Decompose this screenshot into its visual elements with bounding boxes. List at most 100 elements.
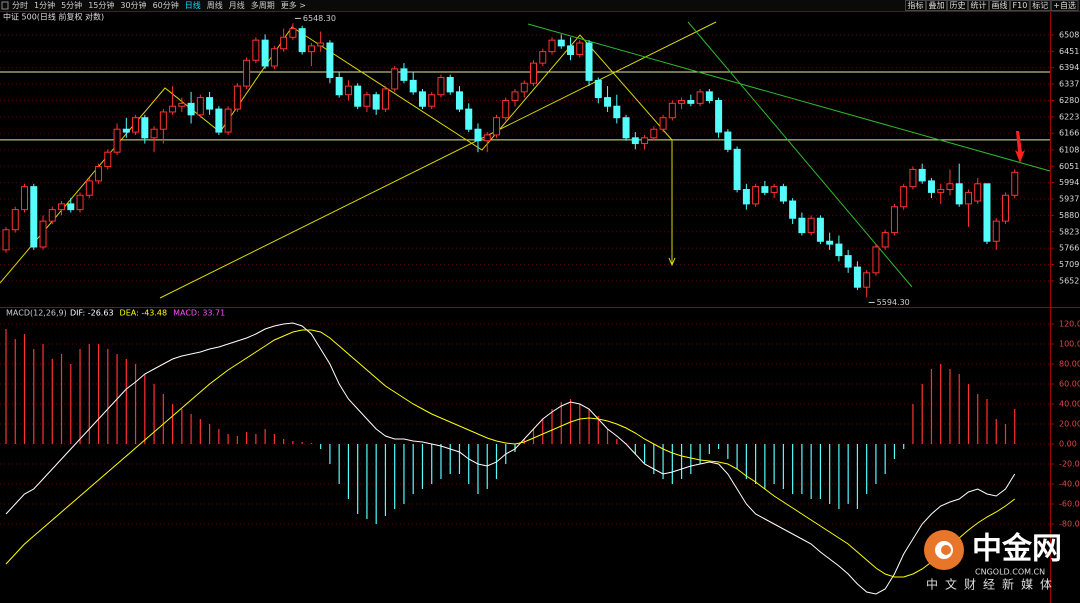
timeframe-tab[interactable]: 60分钟 [153, 0, 179, 10]
candle-body [530, 62, 538, 84]
candle-body [742, 189, 750, 205]
green-trend [527, 23, 1051, 172]
toolbar-button-frame [1010, 0, 1030, 11]
candle-body [363, 94, 371, 107]
candle-body [594, 79, 602, 99]
toolbar-button[interactable]: 指标 [908, 0, 924, 10]
candle-body [687, 99, 695, 104]
timeframe-tab[interactable]: 分时 [12, 0, 28, 10]
candle-body [604, 97, 612, 107]
candle-body [21, 186, 29, 211]
toolbar-button[interactable]: 叠加 [929, 0, 945, 10]
candle-body [955, 183, 963, 205]
timeframe-tab[interactable]: 周线 [207, 0, 223, 10]
candle-body [150, 128, 158, 139]
candle-body [613, 105, 621, 119]
candle-body [567, 45, 575, 56]
toolbar-button[interactable]: 统计 [971, 0, 987, 10]
y-tick-label: 6508 [1059, 30, 1079, 39]
y-tick-label: 6108 [1059, 145, 1079, 154]
y-tick-label: 6337 [1059, 80, 1079, 89]
candle-body [58, 203, 66, 211]
candle-body [95, 166, 103, 182]
candle-body [30, 186, 38, 248]
timeframe-tab[interactable]: 5分钟 [61, 0, 82, 10]
candle-body [890, 206, 898, 234]
y-tick-label: -20.00 [1059, 460, 1080, 469]
y-tick-label: 5937 [1059, 195, 1079, 204]
candle-body [789, 200, 797, 219]
candle-body [261, 39, 269, 67]
timeframe-tab[interactable]: 30分钟 [120, 0, 146, 10]
candle-body [2, 229, 10, 251]
candle-body [807, 217, 815, 234]
timeframe-tab[interactable]: 月线 [229, 0, 245, 10]
candle-body [631, 137, 639, 145]
candle-body [1011, 171, 1019, 196]
candle-body [206, 97, 214, 110]
timeframe-tab[interactable]: 15分钟 [88, 0, 114, 10]
candle-body [270, 48, 278, 67]
candle-body [770, 186, 778, 193]
candle-body [307, 45, 315, 53]
macd-line [5, 329, 1016, 578]
y-tick-label: 0.00 [1059, 440, 1077, 449]
candle-body [705, 91, 713, 101]
logo-mark-core [941, 545, 951, 555]
toolbar-button[interactable]: 画线 [992, 0, 1008, 10]
candle-body [400, 68, 408, 81]
candle-body [178, 102, 186, 107]
candle-body [409, 79, 417, 93]
candle-body [909, 168, 917, 188]
candle-body [983, 183, 991, 242]
candle-body [585, 42, 593, 81]
toolbar-button-frame [989, 0, 1011, 11]
y-tick-label: 80.00 [1059, 360, 1080, 369]
candle-body [539, 51, 547, 64]
y-tick-label: -60.00 [1059, 500, 1080, 509]
candle-body [918, 168, 926, 182]
y-tick-label: 20.00 [1059, 420, 1080, 429]
candle-body [344, 85, 352, 96]
candle-body [233, 85, 241, 110]
timeframe-tab[interactable]: 1分钟 [34, 0, 55, 10]
candle-body [141, 117, 149, 139]
toolbar-button[interactable]: F10 [1013, 1, 1028, 10]
y-tick-label: -80.00 [1059, 520, 1080, 529]
y-tick-label: 5709 [1059, 260, 1079, 269]
candle-body [104, 151, 112, 168]
candle-body [964, 191, 972, 205]
zigzag-line [0, 26, 673, 284]
y-tick-label: 6166 [1059, 129, 1079, 138]
candle-body [733, 148, 741, 191]
candle-body [696, 91, 704, 104]
y-tick-label: 5823 [1059, 227, 1079, 236]
candle-body [122, 128, 130, 133]
candle-body [381, 88, 389, 110]
timeframe-tab[interactable]: 日线 [185, 0, 201, 10]
candle-body [298, 28, 306, 53]
candle-body [215, 108, 223, 133]
candle-body [798, 217, 806, 234]
toolbar-button[interactable]: 标记 [1032, 0, 1048, 10]
candle-body [622, 117, 630, 139]
timeframe-tab[interactable]: 更多 > [281, 0, 306, 10]
candle-body [816, 217, 824, 242]
candle-body [557, 39, 565, 47]
legend-entry: DEA: -43.48 [120, 309, 168, 318]
candle-body [252, 39, 260, 61]
toolbar-button-frame [1029, 0, 1051, 11]
candle-body [492, 117, 500, 136]
candle-body [678, 99, 686, 104]
toolbar-button-frame [926, 0, 948, 11]
toolbar-button[interactable]: 历史 [950, 0, 966, 10]
toolbar-button-frame [1050, 0, 1079, 11]
candle-body [465, 108, 473, 130]
toolbar-bg [0, 0, 1080, 11]
candle-body [391, 68, 399, 90]
timeframe-tab[interactable]: 多周期 [251, 0, 275, 10]
toolbar-button[interactable]: +自选 [1053, 0, 1076, 10]
candle-body [668, 102, 676, 119]
y-tick-label: 6051 [1059, 162, 1079, 171]
annotation-label: 6548.30 [303, 14, 336, 23]
